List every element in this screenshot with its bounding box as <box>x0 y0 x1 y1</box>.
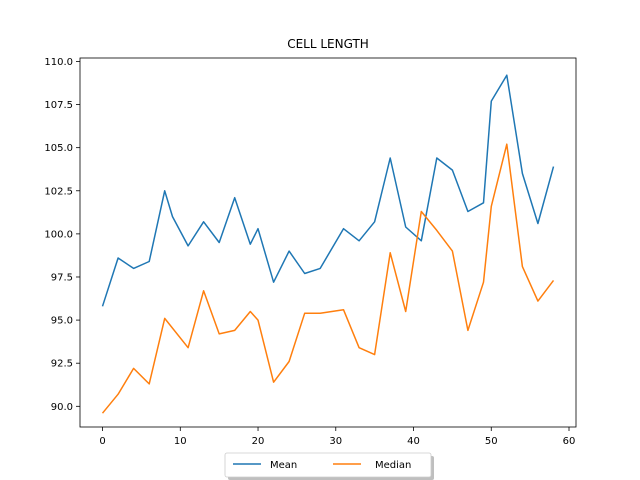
legend: Mean Median <box>224 452 434 480</box>
y-tick-label: 92.5 <box>51 359 73 370</box>
x-tick-label: 10 <box>174 436 187 447</box>
x-tick-label: 20 <box>252 436 265 447</box>
x-tick-label: 60 <box>563 436 576 447</box>
y-tick-label: 110.0 <box>44 57 73 68</box>
y-tick-label: 95.0 <box>51 316 73 327</box>
x-tick-label: 40 <box>407 436 420 447</box>
y-tick-label: 102.5 <box>44 186 73 197</box>
legend-box <box>224 452 432 478</box>
y-tick-label: 97.5 <box>51 272 73 283</box>
y-tick-label: 107.5 <box>44 100 73 111</box>
y-tick-label: 105.0 <box>44 143 73 154</box>
y-tick-label: 90.0 <box>51 402 73 413</box>
y-axis: 90.0 92.5 95.0 97.5 100.0 102.5 105.0 107.5 110.… <box>44 57 80 413</box>
chart-title: CELL LENGTH <box>287 37 369 51</box>
legend-label-mean: Mean <box>270 460 297 471</box>
x-tick-label: 50 <box>485 436 498 447</box>
legend-label-median: Median <box>375 460 411 471</box>
x-tick-label: 30 <box>329 436 342 447</box>
plot-area-frame <box>79 57 577 428</box>
x-tick-label: 0 <box>99 436 105 447</box>
series-line-mean <box>101 74 555 307</box>
series-line-median <box>101 143 555 414</box>
series-lines <box>101 74 555 414</box>
x-axis: 0 10 20 30 40 50 60 <box>99 427 575 447</box>
y-tick-label: 100.0 <box>44 229 73 240</box>
